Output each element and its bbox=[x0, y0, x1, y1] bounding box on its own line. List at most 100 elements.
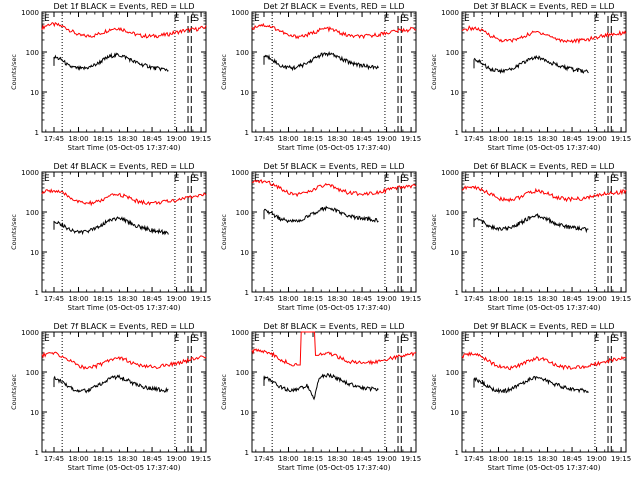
event-marker-label: E bbox=[44, 334, 50, 344]
x-tick-label: 19:00 bbox=[166, 135, 186, 143]
y-tick-label: 10 bbox=[240, 249, 249, 257]
y-tick-label: 10 bbox=[240, 89, 249, 97]
series-line-lld bbox=[251, 179, 417, 198]
y-tick-label: 100 bbox=[236, 369, 249, 377]
y-axis-label: Counts/sec bbox=[220, 54, 228, 90]
x-tick-label: 18:45 bbox=[352, 295, 372, 303]
x-tick-label: 18:00 bbox=[278, 295, 298, 303]
y-tick-label: 100 bbox=[446, 209, 459, 217]
x-tick-label: 18:00 bbox=[278, 455, 298, 463]
y-tick-label: 1 bbox=[35, 129, 39, 137]
y-tick-label: 1 bbox=[245, 129, 249, 137]
series-line-events bbox=[53, 374, 169, 394]
x-tick-label: 18:45 bbox=[142, 295, 162, 303]
series-line-events bbox=[473, 375, 589, 394]
chart-title: Det 2f BLACK = Events, RED = LLD bbox=[263, 2, 404, 11]
chart-panel-3: Det 3f BLACK = Events, RED = LLD 1 10 100 10… bbox=[430, 2, 631, 152]
x-tick-label: 18:15 bbox=[303, 295, 323, 303]
y-tick-label: 1 bbox=[455, 289, 459, 297]
x-tick-label: 18:15 bbox=[303, 455, 323, 463]
x-tick-label: 18:30 bbox=[117, 135, 137, 143]
y-tick-label: 1000 bbox=[231, 9, 249, 17]
x-tick-label: 17:45 bbox=[464, 135, 484, 143]
x-tick-label: 18:45 bbox=[352, 135, 372, 143]
event-marker-label: S bbox=[403, 174, 409, 184]
x-tick-label: 19:15 bbox=[191, 135, 211, 143]
x-axis-label: Start Time (05-Oct-05 17:37:40) bbox=[488, 144, 601, 152]
y-axis-label: Counts/sec bbox=[430, 214, 438, 250]
event-marker-label: S bbox=[193, 334, 199, 344]
chart-title: Det 6f BLACK = Events, RED = LLD bbox=[473, 162, 614, 171]
x-tick-label: 18:00 bbox=[68, 135, 88, 143]
y-axis-label: Counts/sec bbox=[10, 214, 18, 250]
x-tick-label: 18:30 bbox=[327, 295, 347, 303]
x-tick-label: 18:45 bbox=[562, 455, 582, 463]
event-marker-label: E bbox=[594, 174, 600, 184]
chart-panel-4: Det 4f BLACK = Events, RED = LLD 1 10 100 10… bbox=[10, 162, 211, 312]
chart-title: Det 1f BLACK = Events, RED = LLD bbox=[53, 2, 194, 11]
x-tick-label: 18:15 bbox=[303, 135, 323, 143]
y-tick-label: 100 bbox=[446, 49, 459, 57]
x-axis-label: Start Time (05-Oct-05 17:37:40) bbox=[68, 304, 181, 312]
x-tick-label: 19:00 bbox=[166, 455, 186, 463]
series-line-events bbox=[53, 52, 169, 72]
y-tick-label: 100 bbox=[26, 209, 39, 217]
x-tick-label: 17:45 bbox=[254, 455, 274, 463]
event-marker-label: E bbox=[384, 174, 390, 184]
x-tick-label: 18:15 bbox=[513, 295, 533, 303]
event-marker-label: S bbox=[403, 334, 409, 344]
chart-panel-5: Det 5f BLACK = Events, RED = LLD 1 10 100 10… bbox=[220, 162, 421, 312]
x-tick-label: 18:30 bbox=[537, 455, 557, 463]
x-tick-label: 18:15 bbox=[93, 295, 113, 303]
y-tick-label: 1 bbox=[245, 289, 249, 297]
x-tick-label: 18:00 bbox=[68, 455, 88, 463]
x-axis-label: Start Time (05-Oct-05 17:37:40) bbox=[68, 464, 181, 472]
event-marker-label: E bbox=[464, 174, 470, 184]
x-tick-label: 19:00 bbox=[376, 295, 396, 303]
chart-title: Det 8f BLACK = Events, RED = LLD bbox=[263, 322, 404, 331]
event-marker-label: S bbox=[193, 14, 199, 24]
x-tick-label: 18:45 bbox=[562, 135, 582, 143]
x-tick-label: 18:30 bbox=[537, 135, 557, 143]
x-axis-label: Start Time (05-Oct-05 17:37:40) bbox=[278, 304, 391, 312]
event-marker-label: E bbox=[190, 174, 196, 184]
event-marker-label: E bbox=[464, 14, 470, 24]
series-line-events bbox=[473, 54, 589, 75]
chart-title: Det 5f BLACK = Events, RED = LLD bbox=[263, 162, 404, 171]
x-tick-label: 18:00 bbox=[488, 295, 508, 303]
chart-title: Det 7f BLACK = Events, RED = LLD bbox=[53, 322, 194, 331]
x-tick-label: 17:45 bbox=[464, 295, 484, 303]
y-tick-label: 100 bbox=[446, 369, 459, 377]
chart-panel-6: Det 6f BLACK = Events, RED = LLD 1 10 100 10… bbox=[430, 162, 631, 312]
series-line-events bbox=[263, 51, 379, 72]
y-axis-label: Counts/sec bbox=[430, 54, 438, 90]
y-axis-label: Counts/sec bbox=[220, 374, 228, 410]
chart-title: Det 3f BLACK = Events, RED = LLD bbox=[473, 2, 614, 11]
y-tick-label: 100 bbox=[26, 49, 39, 57]
y-tick-label: 1000 bbox=[21, 169, 39, 177]
x-tick-label: 17:45 bbox=[44, 455, 64, 463]
event-marker-label: E bbox=[594, 334, 600, 344]
event-marker-label: E bbox=[610, 334, 616, 344]
y-tick-label: 1 bbox=[35, 449, 39, 457]
x-axis-label: Start Time (05-Oct-05 17:37:40) bbox=[68, 144, 181, 152]
x-axis-label: Start Time (05-Oct-05 17:37:40) bbox=[488, 304, 601, 312]
x-tick-label: 18:45 bbox=[562, 295, 582, 303]
x-tick-label: 18:15 bbox=[93, 455, 113, 463]
event-marker-label: E bbox=[190, 14, 196, 24]
y-axis-label: Counts/sec bbox=[220, 214, 228, 250]
y-tick-label: 10 bbox=[30, 249, 39, 257]
x-tick-label: 17:45 bbox=[44, 295, 64, 303]
event-marker-label: E bbox=[464, 334, 470, 344]
series-line-lld bbox=[461, 351, 627, 371]
x-tick-label: 17:45 bbox=[464, 455, 484, 463]
event-marker-label: E bbox=[400, 174, 406, 184]
x-tick-label: 18:45 bbox=[352, 455, 372, 463]
event-marker-label: E bbox=[174, 14, 180, 24]
series-line-lld bbox=[461, 25, 627, 45]
event-marker-label: S bbox=[613, 174, 619, 184]
y-tick-label: 10 bbox=[30, 89, 39, 97]
y-tick-label: 1 bbox=[455, 449, 459, 457]
event-marker-label: S bbox=[403, 14, 409, 24]
